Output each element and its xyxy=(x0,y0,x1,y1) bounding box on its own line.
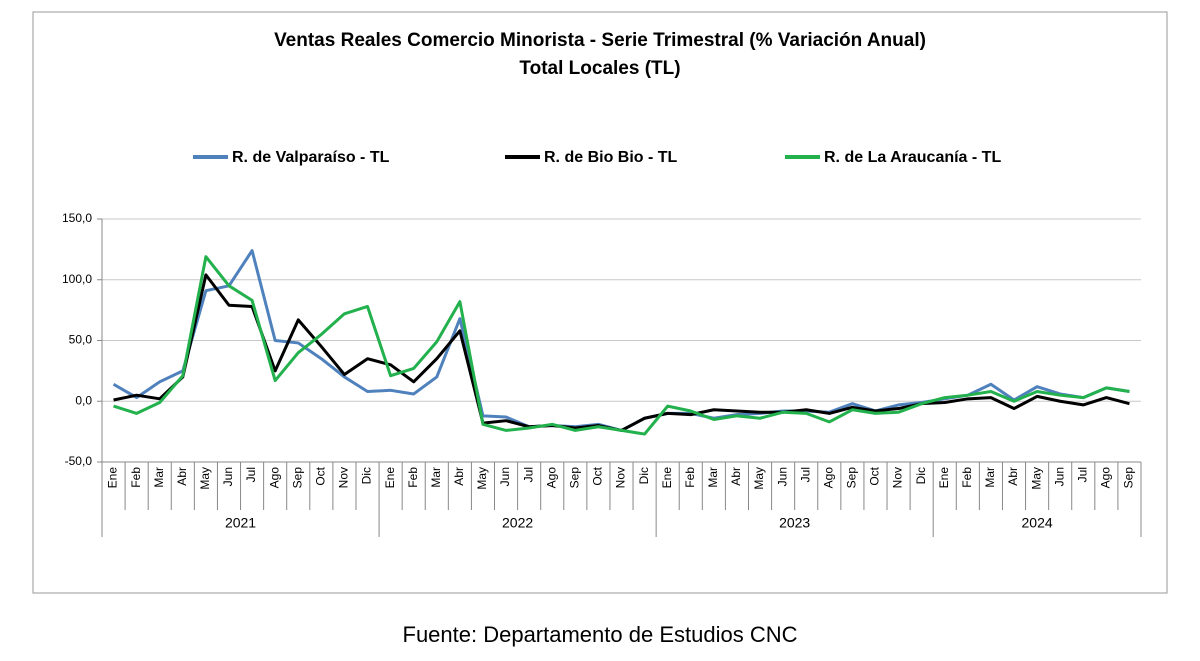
x-tick-label: Oct xyxy=(868,466,882,485)
x-tick-label: Sep xyxy=(290,467,304,489)
x-tick-label: Abr xyxy=(175,467,189,486)
x-tick-label: Abr xyxy=(729,467,743,486)
x-tick-label: Nov xyxy=(614,467,628,488)
x-tick-label: Ago xyxy=(544,467,558,489)
x-tick-label: May xyxy=(752,467,766,490)
x-tick-label: Dic xyxy=(914,467,928,484)
x-tick-label: Sep xyxy=(567,467,581,489)
x-tick-label: Feb xyxy=(960,467,974,488)
x-tick-label: Jul xyxy=(1075,467,1089,482)
legend-label: R. de La Araucanía - TL xyxy=(824,149,1001,166)
x-tick-label: Oct xyxy=(591,466,605,485)
x-tick-label: Jul xyxy=(244,467,258,482)
x-tick-label: Dic xyxy=(360,467,374,484)
x-tick-label: May xyxy=(475,467,489,490)
x-tick-label: Abr xyxy=(452,467,466,486)
source-note: Fuente: Departamento de Estudios CNC xyxy=(403,622,798,647)
x-tick-label: Feb xyxy=(129,467,143,488)
x-tick-label: May xyxy=(1029,467,1043,490)
x-tick-label: Nov xyxy=(337,467,351,488)
x-tick-label: Mar xyxy=(429,467,443,488)
y-tick-label: 50,0 xyxy=(69,333,93,347)
y-tick-label: -50,0 xyxy=(65,454,93,468)
x-tick-label: Dic xyxy=(637,467,651,484)
x-tick-label: Jun xyxy=(1052,467,1066,486)
x-tick-label: Mar xyxy=(983,467,997,488)
x-tick-label: Oct xyxy=(314,466,328,485)
x-tick-label: Jul xyxy=(798,467,812,482)
legend-label: R. de Bio Bio - TL xyxy=(544,149,678,166)
year-label: 2022 xyxy=(502,515,533,531)
x-tick-label: May xyxy=(198,467,212,490)
year-label: 2023 xyxy=(779,515,810,531)
x-tick-label: Mar xyxy=(152,467,166,488)
chart-frame xyxy=(32,11,1168,594)
x-tick-label: Ago xyxy=(1099,467,1113,489)
year-label: 2021 xyxy=(225,515,256,531)
x-tick-label: Ago xyxy=(267,467,281,489)
x-tick-label: Ene xyxy=(383,467,397,489)
year-label: 2024 xyxy=(1022,515,1053,531)
x-tick-label: Jun xyxy=(221,467,235,486)
y-tick-label: 150,0 xyxy=(62,211,92,225)
x-tick-label: Feb xyxy=(406,467,420,488)
x-tick-label: Feb xyxy=(683,467,697,488)
y-tick-label: 100,0 xyxy=(62,272,92,286)
chart-title: Ventas Reales Comercio Minorista - Serie… xyxy=(274,30,926,51)
legend-label: R. de Valparaíso - TL xyxy=(232,149,390,166)
x-tick-label: Sep xyxy=(845,467,859,489)
x-tick-label: Nov xyxy=(891,467,905,488)
x-tick-label: Mar xyxy=(706,467,720,488)
x-tick-label: Sep xyxy=(1122,467,1136,489)
y-tick-label: 0,0 xyxy=(75,393,92,407)
x-tick-label: Jul xyxy=(521,467,535,482)
series-line xyxy=(113,255,1130,436)
x-tick-label: Abr xyxy=(1006,467,1020,486)
x-tick-label: Ene xyxy=(660,467,674,489)
x-tick-label: Ene xyxy=(106,467,120,489)
x-tick-label: Ene xyxy=(937,467,951,489)
chart-subtitle: Total Locales (TL) xyxy=(519,58,680,79)
x-tick-label: Jun xyxy=(775,467,789,486)
x-tick-label: Jun xyxy=(498,467,512,486)
x-tick-label: Ago xyxy=(821,467,835,489)
